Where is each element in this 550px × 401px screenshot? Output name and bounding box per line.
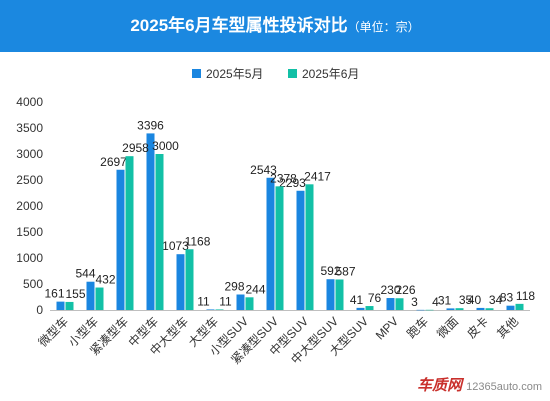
data-label: 432 <box>95 273 115 287</box>
data-label: 118 <box>516 289 535 303</box>
bar-june <box>215 309 224 310</box>
bar-june <box>305 184 314 310</box>
bar-may <box>86 281 95 310</box>
bar-may <box>386 298 395 310</box>
bar-june <box>515 303 524 310</box>
y-tick-label: 500 <box>23 277 43 291</box>
data-label: 3000 <box>152 139 179 153</box>
data-label: 83 <box>500 291 514 305</box>
y-tick-label: 2000 <box>16 199 43 213</box>
data-label: 76 <box>368 291 382 305</box>
bar-june <box>185 249 194 310</box>
bar-may <box>206 309 215 310</box>
y-tick-label: 1000 <box>16 251 43 265</box>
legend-label: 2025年5月 <box>206 67 263 81</box>
data-label: 2958 <box>122 141 149 155</box>
x-tick-label: 微面 <box>434 314 461 341</box>
y-tick-label: 2500 <box>16 173 43 187</box>
x-tick-label: 皮卡 <box>464 314 491 341</box>
watermark-brand: 车质网 <box>417 377 463 394</box>
data-label: 11 <box>197 294 210 308</box>
y-tick-label: 0 <box>36 303 43 317</box>
data-label: 3 <box>411 295 418 309</box>
data-label: 34 <box>489 293 503 307</box>
bar-june <box>65 301 74 310</box>
bar-may <box>356 307 365 310</box>
watermark: 车质网 12365auto.com <box>417 374 542 395</box>
x-tick-label: 微型车 <box>35 314 71 350</box>
data-label: 155 <box>65 287 85 301</box>
legend-swatch <box>192 69 201 78</box>
data-label: 2417 <box>304 169 331 183</box>
bar-may <box>116 169 125 310</box>
data-label: 2697 <box>100 155 127 169</box>
bar-june <box>155 154 164 310</box>
x-tick-label: 其他 <box>494 314 521 341</box>
data-label: 544 <box>75 267 95 281</box>
data-label: 161 <box>44 287 64 301</box>
bar-may <box>296 190 305 310</box>
watermark-url: 12365auto.com <box>466 381 542 393</box>
bar-may <box>506 305 515 310</box>
bar-may <box>326 279 335 310</box>
data-label: 2293 <box>279 176 306 190</box>
bar-june <box>455 308 464 310</box>
bar-chart: 0 500 1000 1500 2000 2500 3000 3500 4000 2025年5月 2… <box>16 67 535 367</box>
data-label: 35 <box>459 293 473 307</box>
chart-title: 2025年6月车型属性投诉对比（单位：宗） <box>0 0 550 52</box>
bar-may <box>146 133 155 310</box>
bar-june <box>365 306 374 310</box>
x-tick-label: MPV <box>373 314 401 342</box>
bar-may <box>176 254 185 310</box>
data-label: 587 <box>335 264 355 278</box>
data-label: 2378 <box>270 171 297 185</box>
bar-june <box>245 297 254 310</box>
data-label: 592 <box>320 264 340 278</box>
bar-may <box>56 301 65 310</box>
data-label: 1168 <box>185 234 211 248</box>
data-label: 2543 <box>250 163 277 177</box>
data-label: 226 <box>395 283 415 297</box>
y-tick-label: 4000 <box>16 95 43 109</box>
legend-swatch <box>288 69 297 78</box>
legend-label: 2025年6月 <box>302 67 359 81</box>
bar-may <box>236 294 245 310</box>
bar-may <box>446 308 455 310</box>
y-tick-label: 1500 <box>16 225 43 239</box>
data-label: 1073 <box>162 239 189 253</box>
data-label: 230 <box>380 283 400 297</box>
bar-june <box>95 287 104 310</box>
bar-may <box>416 309 425 311</box>
bar-may <box>266 177 275 310</box>
bar-june <box>425 309 434 311</box>
y-tick-label: 3500 <box>16 121 43 135</box>
data-label: 40 <box>468 293 482 307</box>
bar-june <box>275 186 284 310</box>
data-label: 4 <box>432 295 439 309</box>
data-label: 41 <box>350 293 364 307</box>
bar-june <box>395 298 404 310</box>
x-tick-label: 跑车 <box>404 314 432 342</box>
data-label: 31 <box>438 293 452 307</box>
chart-subtitle: （单位：宗） <box>347 20 420 34</box>
y-tick-label: 3000 <box>16 147 43 161</box>
bar-june <box>485 308 494 310</box>
chart-title-text: 2025年6月车型属性投诉对比 <box>130 16 348 35</box>
data-label: 3396 <box>137 118 164 132</box>
bar-june <box>335 279 344 310</box>
data-label: 244 <box>245 282 265 296</box>
data-label: 11 <box>219 294 232 308</box>
title-banner: 2025年6月车型属性投诉对比（单位：宗） <box>0 0 550 52</box>
bar-may <box>476 307 485 310</box>
bar-june <box>125 156 134 310</box>
data-label: 298 <box>224 280 244 294</box>
